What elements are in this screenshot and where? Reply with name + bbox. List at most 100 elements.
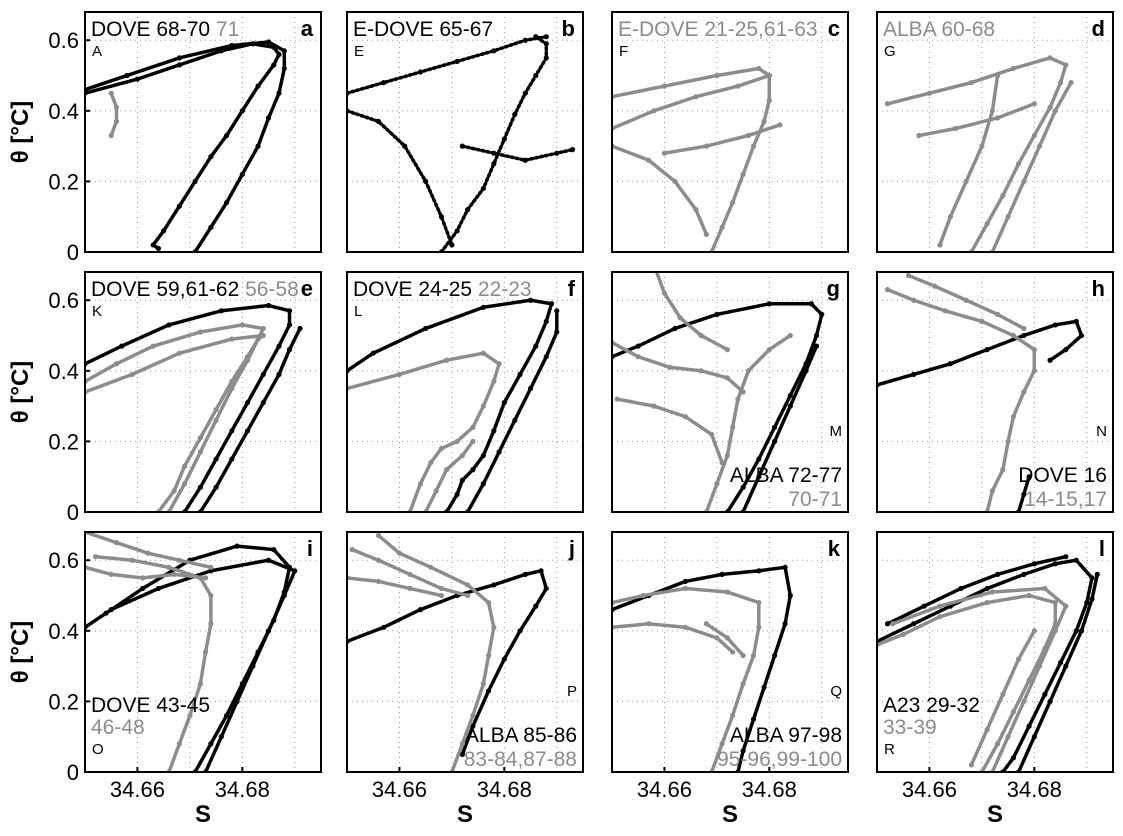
data-point [651, 403, 657, 409]
data-point [381, 79, 387, 86]
region-letter: Q [830, 683, 842, 700]
y-tick-label: 0.4 [48, 619, 79, 644]
data-point [113, 104, 120, 110]
data-point [766, 72, 772, 79]
data-point [740, 748, 746, 754]
data-point [698, 368, 704, 374]
data-point [1026, 677, 1032, 683]
data-point [381, 624, 387, 630]
data-point [454, 228, 460, 234]
data-point [480, 452, 486, 459]
data-point [491, 582, 497, 588]
y-axis-label: θ [°C] [7, 101, 34, 164]
series-gray [884, 272, 1037, 512]
data-point [1010, 332, 1016, 339]
data-point [265, 39, 272, 45]
series-black [347, 34, 576, 252]
data-point [533, 72, 539, 79]
data-point [176, 741, 182, 747]
data-point [661, 83, 668, 89]
data-point [569, 147, 576, 153]
data-point [208, 564, 214, 570]
data-point [1031, 101, 1037, 107]
data-point [1021, 698, 1027, 705]
data-point [751, 652, 757, 659]
axes-frame [346, 11, 584, 253]
data-point [771, 424, 778, 430]
data-point [522, 90, 528, 96]
data-point [947, 214, 954, 220]
data-point [766, 347, 772, 353]
series-gray [347, 532, 497, 772]
data-point [1052, 628, 1058, 634]
data-point [1021, 491, 1027, 497]
panel-letter: l [1099, 536, 1105, 561]
data-point [1010, 65, 1016, 72]
data-point [735, 396, 741, 402]
data-point [229, 456, 235, 462]
data-point [947, 361, 954, 367]
data-point [646, 621, 652, 627]
data-point [459, 452, 465, 459]
data-point [161, 228, 167, 234]
data-point [1026, 592, 1032, 599]
data-point [428, 459, 434, 466]
data-point [1063, 554, 1069, 560]
data-point [803, 368, 809, 374]
data-point [1021, 332, 1027, 339]
series-path [917, 102, 1037, 138]
y-tick-label: 0.2 [48, 429, 79, 454]
data-point [937, 603, 943, 609]
data-point [1000, 192, 1006, 199]
data-point [787, 392, 793, 399]
data-point [533, 603, 539, 609]
series-gray [347, 350, 502, 512]
series-path [612, 144, 709, 237]
x-axis-label: S [457, 801, 473, 828]
data-point [995, 311, 1001, 317]
data-point [218, 734, 224, 740]
data-point [756, 599, 762, 606]
series-path [890, 586, 1068, 772]
data-point [281, 65, 287, 72]
data-point [129, 557, 135, 563]
data-point [921, 603, 927, 609]
data-point [911, 371, 917, 377]
group-label: 70-71 [788, 488, 842, 511]
data-point [417, 69, 424, 75]
axes-frame [84, 531, 322, 773]
series-path [704, 622, 745, 658]
data-point [1005, 438, 1011, 445]
x-tick-label: 34.66 [637, 777, 692, 802]
data-point [134, 76, 141, 82]
group-label: ALBA 60-68 [883, 18, 995, 41]
data-point [751, 143, 757, 149]
data-point [103, 610, 109, 616]
series-path [662, 123, 782, 155]
data-point [1031, 368, 1037, 374]
data-point [444, 467, 450, 473]
data-point [213, 484, 219, 490]
data-point [255, 143, 261, 149]
data-point [698, 332, 704, 339]
data-point [480, 481, 486, 487]
series-path [704, 333, 793, 512]
group-label: DOVE 16 [1018, 464, 1107, 487]
series-path [877, 593, 1058, 772]
series-path [85, 544, 292, 772]
data-point [995, 741, 1001, 747]
data-point [213, 417, 219, 423]
data-point [491, 161, 497, 167]
data-point [208, 224, 214, 230]
group-label: ALBA 85-86 [465, 724, 577, 747]
data-point [108, 132, 114, 139]
data-point [771, 438, 778, 445]
data-point [250, 663, 256, 669]
axes-frame [346, 531, 584, 773]
grid-lines [85, 272, 321, 512]
data-point [423, 178, 429, 185]
data-point [1031, 561, 1037, 567]
data-point [512, 111, 518, 117]
data-point [444, 357, 450, 363]
series-black [612, 564, 793, 772]
